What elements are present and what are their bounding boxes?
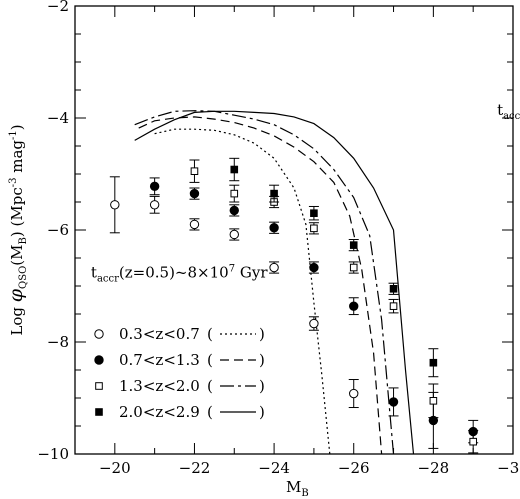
x-tick-label: −20: [99, 459, 131, 477]
legend-paren-open: (: [207, 403, 213, 421]
x-tick-label: −26: [338, 459, 370, 477]
annotations: taccr(z=2.5)~3×107 yr taccr(z=0.5)~8×107 …: [91, 101, 520, 284]
data-point-2: [149, 181, 160, 192]
legend-paren-close: ): [259, 377, 265, 395]
model-curves: [134, 110, 415, 454]
legend-paren-open: (: [207, 351, 213, 369]
legend-paren-close: ): [259, 325, 265, 343]
data-point-1: [189, 219, 200, 230]
data-points: [109, 157, 479, 454]
data-point-1: [110, 200, 120, 210]
y-axis-title: Log φQSO(MB) (Mpc-3 mag-1): [5, 124, 29, 335]
data-point-3: [230, 189, 239, 198]
data-point-3: [469, 437, 477, 446]
data-point-2: [309, 262, 319, 273]
data-point-4: [270, 189, 278, 198]
legend-label-4: 2.0<z<2.9: [119, 403, 200, 421]
annotation-high: taccr(z=2.5)~3×107 yr: [497, 101, 520, 122]
legend-marker-4: [95, 408, 103, 416]
y-tick-label: −2: [47, 0, 69, 15]
data-point-2: [269, 223, 279, 233]
legend-paren-open: (: [207, 325, 213, 343]
data-point-1: [269, 262, 279, 273]
data-point-3: [349, 263, 358, 272]
data-point-4: [349, 241, 358, 249]
data-point-2: [229, 205, 239, 216]
model-curve-3: [134, 110, 395, 454]
data-point-2: [388, 397, 399, 407]
legend-paren-close: ): [259, 351, 265, 369]
legend-marker-3: [95, 382, 103, 390]
data-point-4: [429, 358, 438, 367]
data-point-2: [349, 301, 359, 311]
legend-label-2: 0.7<z<1.3: [119, 351, 200, 369]
x-tick-label: −28: [418, 459, 450, 477]
legend-marker-1: [94, 329, 104, 339]
x-tick-label: −30: [497, 459, 520, 477]
y-tick-label: −6: [47, 221, 69, 239]
legend-label-1: 0.3<z<0.7: [119, 325, 200, 343]
data-point-4: [230, 165, 239, 174]
data-point-2: [189, 188, 200, 199]
y-tick-label: −4: [47, 109, 69, 127]
data-point-4: [310, 209, 318, 217]
data-point-4: [389, 285, 398, 293]
legend-paren-open: (: [207, 377, 213, 395]
data-point-3: [389, 302, 398, 310]
x-tick-label: −24: [258, 459, 290, 477]
annotation-low: taccr(z=0.5)~8×107 Gyr: [91, 264, 268, 285]
y-tick-label: −8: [47, 333, 69, 351]
data-point-3: [190, 167, 199, 175]
y-tick-label: −10: [37, 445, 69, 463]
legend: 0.3<z<0.7 () 0.7<z<1.3 () 1.3<z<2.0 () 2.0<z<2…: [94, 325, 265, 421]
data-point-1: [229, 229, 239, 240]
x-tick-label: −22: [179, 459, 211, 477]
data-point-1: [149, 200, 160, 210]
data-point-1: [349, 388, 359, 399]
legend-marker-2: [94, 355, 104, 365]
x-axis-title: MB: [286, 478, 309, 499]
data-point-3: [310, 224, 318, 233]
legend-label-3: 1.3<z<2.0: [119, 377, 200, 395]
data-point-1: [309, 318, 319, 329]
model-curve-4: [134, 110, 415, 454]
data-point-3: [429, 397, 438, 405]
axis-labels: −20 −22 −24 −26 −28 −30 −10 −8 −6 −4 −2 MB Log φQSO(…: [5, 0, 520, 499]
legend-paren-close: ): [259, 403, 265, 421]
